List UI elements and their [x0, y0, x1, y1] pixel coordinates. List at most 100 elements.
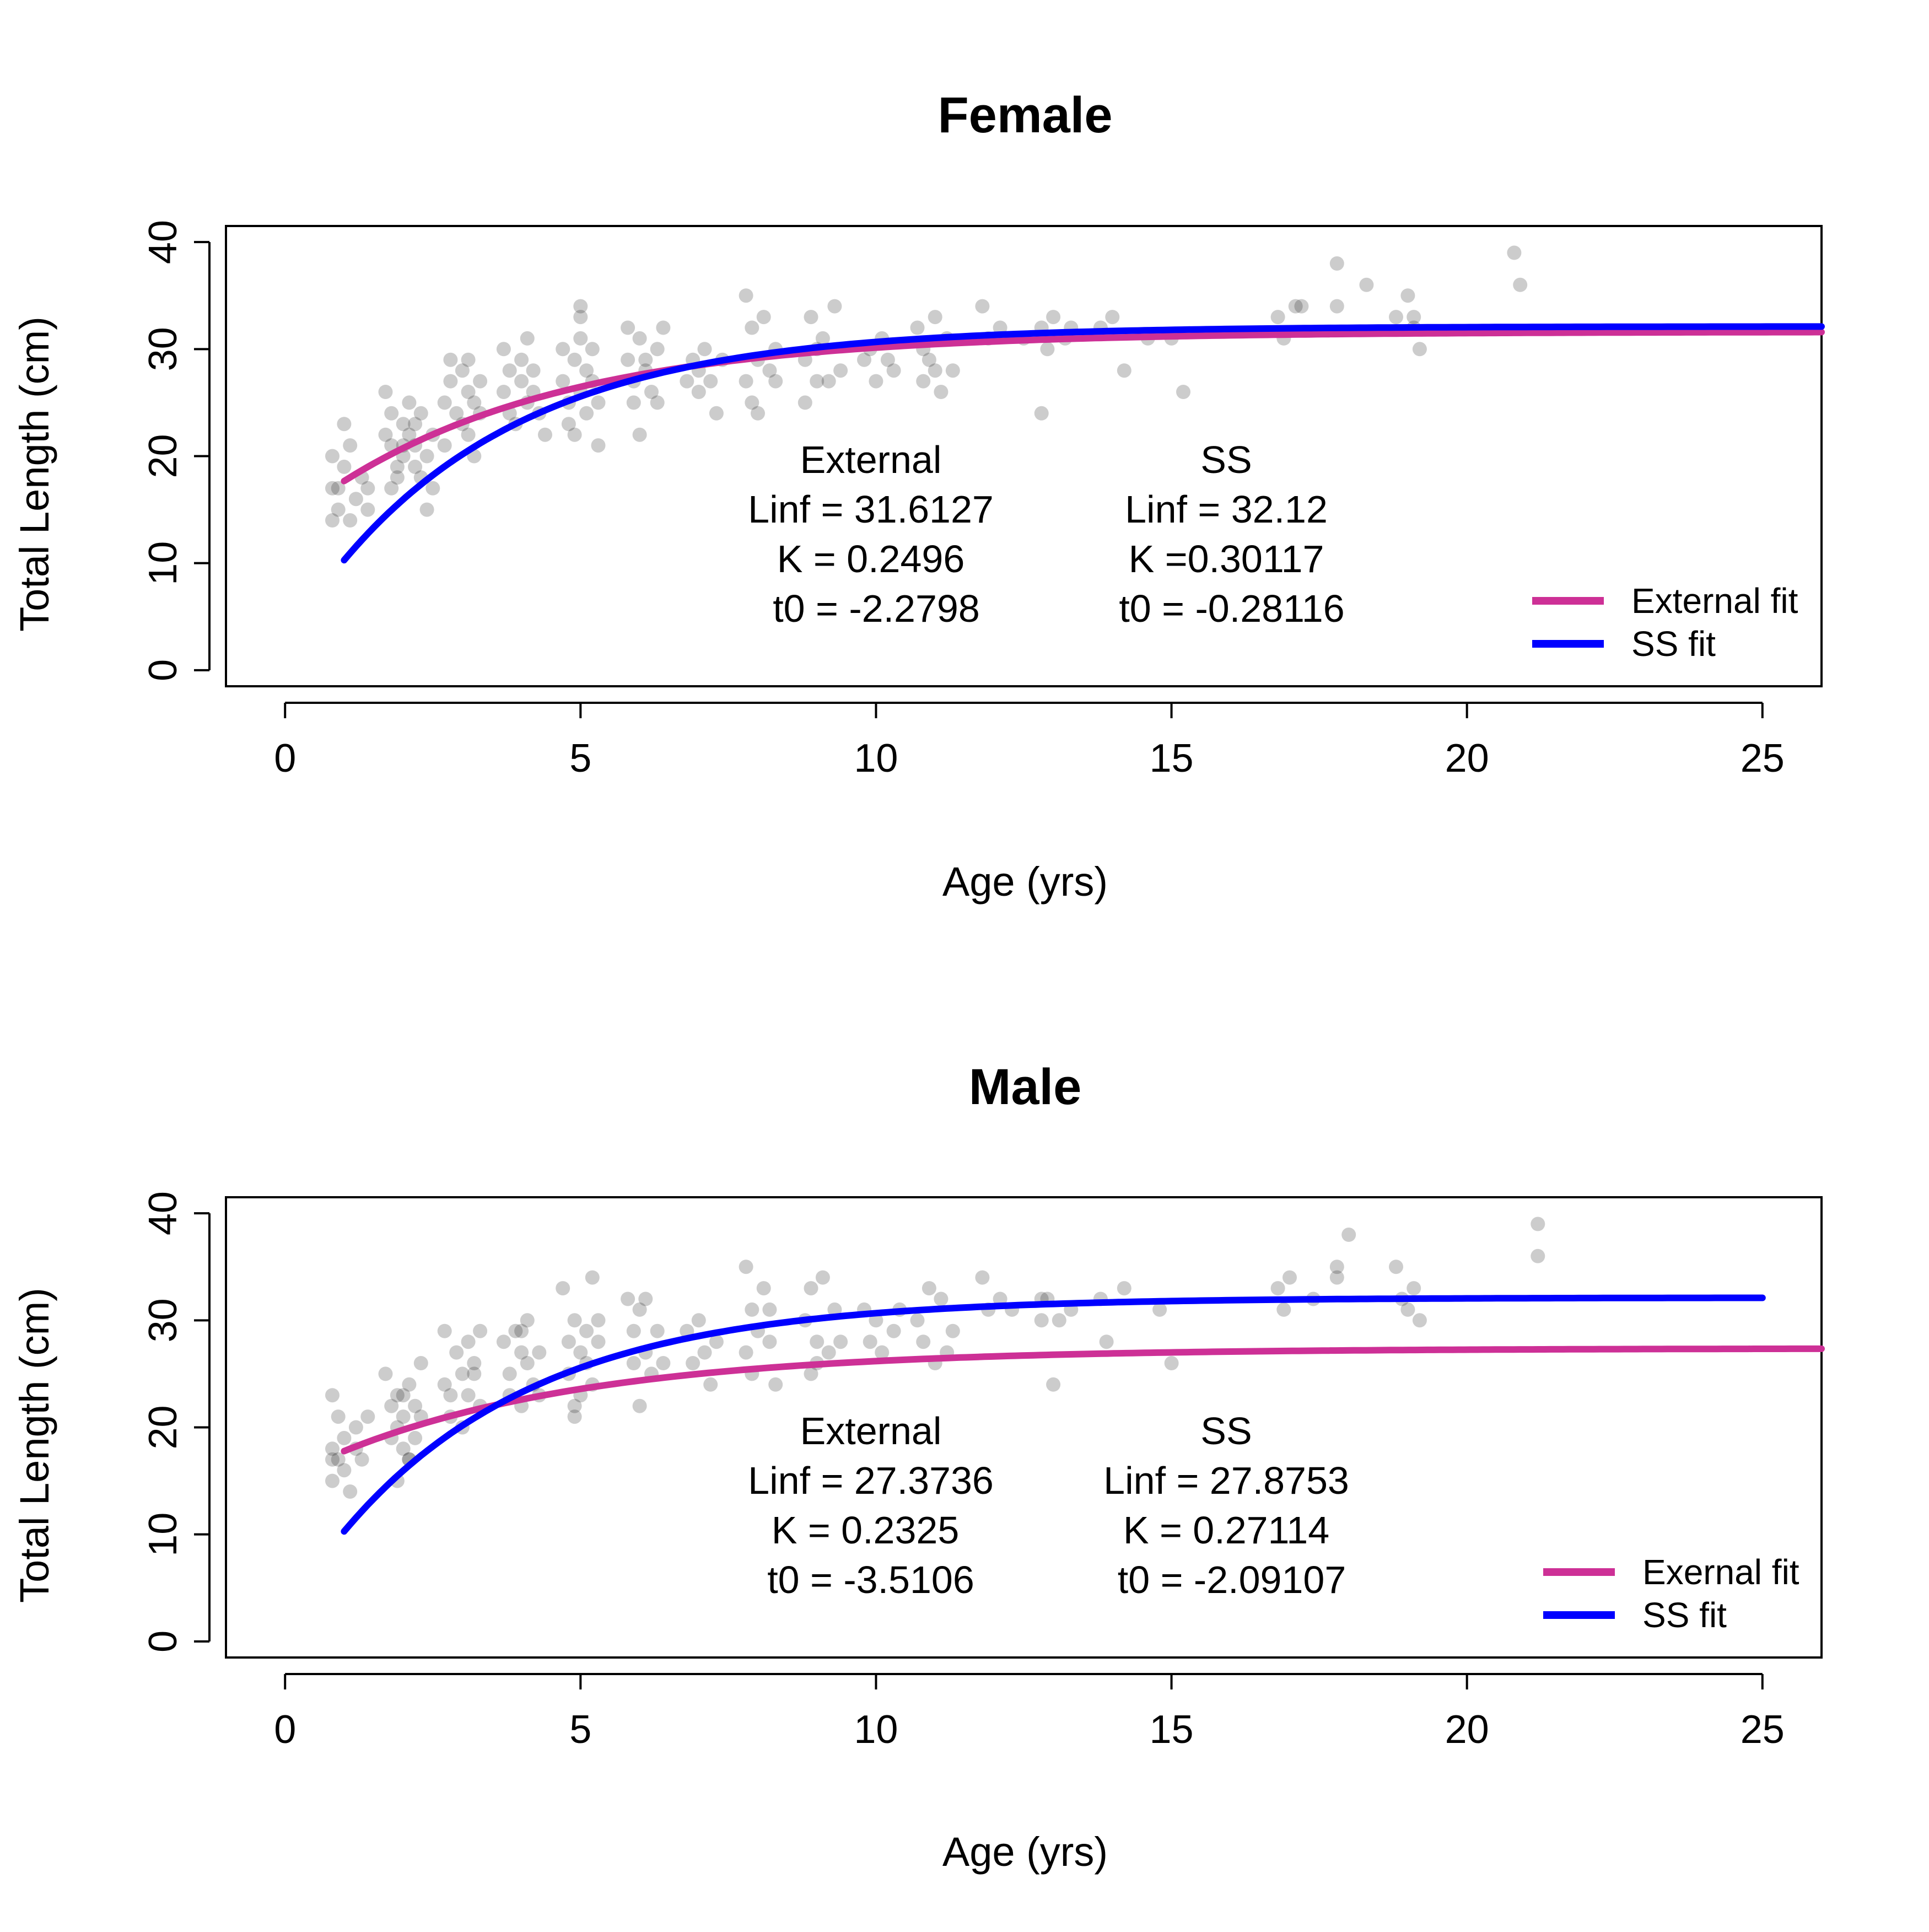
male-external-fit-line	[341, 1345, 1825, 1455]
female-external-annotation: External Linf = 31.6127 K = 0.2496 t0 = …	[748, 438, 994, 630]
male-x-axis: 0 5 10 15 20 25	[274, 1673, 1785, 1752]
male-data-point	[1152, 1302, 1167, 1317]
male-data-point	[378, 1366, 393, 1381]
male-y-tick-label: 0	[141, 1630, 185, 1653]
male-data-point	[626, 1356, 641, 1370]
female-data-point	[886, 363, 901, 378]
male-data-point	[396, 1441, 411, 1456]
female-data-point	[751, 406, 765, 421]
male-data-point	[821, 1345, 836, 1360]
male-data-point	[804, 1366, 818, 1381]
female-external-head: External	[800, 438, 942, 481]
male-data-point	[591, 1334, 606, 1349]
male-data-point	[1046, 1377, 1061, 1392]
male-data-point	[337, 1463, 352, 1478]
male-data-point	[402, 1377, 417, 1392]
male-data-point	[1389, 1260, 1403, 1274]
female-data-point	[632, 331, 647, 346]
male-data-point	[1034, 1313, 1049, 1328]
female-data-point	[656, 320, 671, 335]
male-data-point	[573, 1345, 588, 1360]
female-data-point	[378, 385, 393, 399]
female-data-point	[408, 417, 423, 432]
female-data-point	[390, 459, 405, 474]
male-data-point	[455, 1366, 470, 1381]
female-data-point	[579, 406, 594, 421]
male-data-point	[1283, 1270, 1297, 1285]
female-data-point	[768, 374, 783, 389]
female-data-point	[591, 395, 606, 410]
male-data-point	[910, 1313, 925, 1328]
male-data-point	[804, 1281, 818, 1296]
female-external-k: K = 0.2496	[777, 537, 965, 580]
male-x-tick-label: 25	[1741, 1708, 1785, 1752]
male-data-point	[348, 1420, 363, 1435]
female-data-point	[561, 417, 576, 432]
female-data-point	[343, 438, 358, 453]
female-data-point	[1034, 406, 1049, 421]
male-data-point	[443, 1388, 458, 1403]
male-external-t0: t0 = -3.5106	[767, 1558, 974, 1601]
female-data-point	[520, 331, 535, 346]
female-data-point	[573, 331, 588, 346]
female-x-tick-label: 10	[854, 736, 898, 781]
male-data-point	[709, 1334, 724, 1349]
male-data-point	[408, 1430, 423, 1445]
male-data-point	[325, 1452, 340, 1467]
male-data-point	[331, 1409, 346, 1424]
female-data-point	[443, 374, 458, 389]
male-data-point	[396, 1409, 411, 1424]
male-data-point	[934, 1291, 949, 1306]
female-data-point	[425, 481, 440, 496]
female-y-tick-label: 30	[141, 327, 185, 371]
female-ss-k: K =0.30117	[1129, 537, 1324, 580]
female-data-point	[1270, 310, 1285, 325]
female-data-point	[680, 374, 694, 389]
male-data-point	[638, 1291, 653, 1306]
female-y-axis-label: Total Length (cm)	[12, 316, 57, 632]
male-data-point	[325, 1473, 340, 1488]
female-data-point	[325, 513, 340, 528]
female-data-point	[697, 342, 712, 357]
male-ss-annotation: SS Linf = 27.8753 K = 0.27114 t0 = -2.09…	[1103, 1409, 1349, 1601]
male-data-point	[756, 1281, 771, 1296]
male-data-point	[591, 1313, 606, 1328]
female-data-point	[804, 310, 818, 325]
female-data-point	[526, 363, 541, 378]
female-data-point	[798, 395, 812, 410]
male-data-point	[875, 1345, 890, 1360]
female-y-tick-label: 20	[141, 434, 185, 478]
female-data-point	[1294, 299, 1309, 314]
male-data-point	[650, 1323, 665, 1338]
female-data-point	[331, 481, 346, 496]
female-data-point	[928, 310, 942, 325]
male-data-point	[514, 1323, 529, 1338]
female-data-point	[567, 352, 582, 367]
male-data-point	[1329, 1260, 1344, 1274]
male-data-point	[390, 1388, 405, 1403]
female-external-linf: Linf = 31.6127	[748, 488, 994, 531]
female-data-point	[573, 310, 588, 325]
male-plot-frame	[225, 1196, 1823, 1659]
female-data-point	[1329, 256, 1344, 271]
female-data-point	[514, 352, 529, 367]
female-legend-external-label: External fit	[1631, 581, 1798, 621]
male-data-point	[461, 1388, 476, 1403]
male-data-point	[437, 1323, 452, 1338]
female-data-point	[408, 459, 423, 474]
male-legend-external-label: Exernal fit	[1642, 1552, 1799, 1592]
male-data-point	[561, 1334, 576, 1349]
female-data-point	[815, 331, 830, 346]
female-external-t0: t0 = -2.2798	[773, 587, 980, 630]
male-data-point	[1412, 1313, 1427, 1328]
male-data-point	[413, 1356, 428, 1370]
female-data-point	[833, 363, 848, 378]
female-data-point	[1176, 385, 1190, 399]
female-data-point	[538, 427, 552, 442]
female-data-point	[496, 342, 511, 357]
female-data-point	[691, 385, 706, 399]
female-data-point	[378, 427, 393, 442]
female-data-point	[650, 395, 665, 410]
male-data-point	[396, 1388, 411, 1403]
male-data-point	[331, 1452, 346, 1467]
